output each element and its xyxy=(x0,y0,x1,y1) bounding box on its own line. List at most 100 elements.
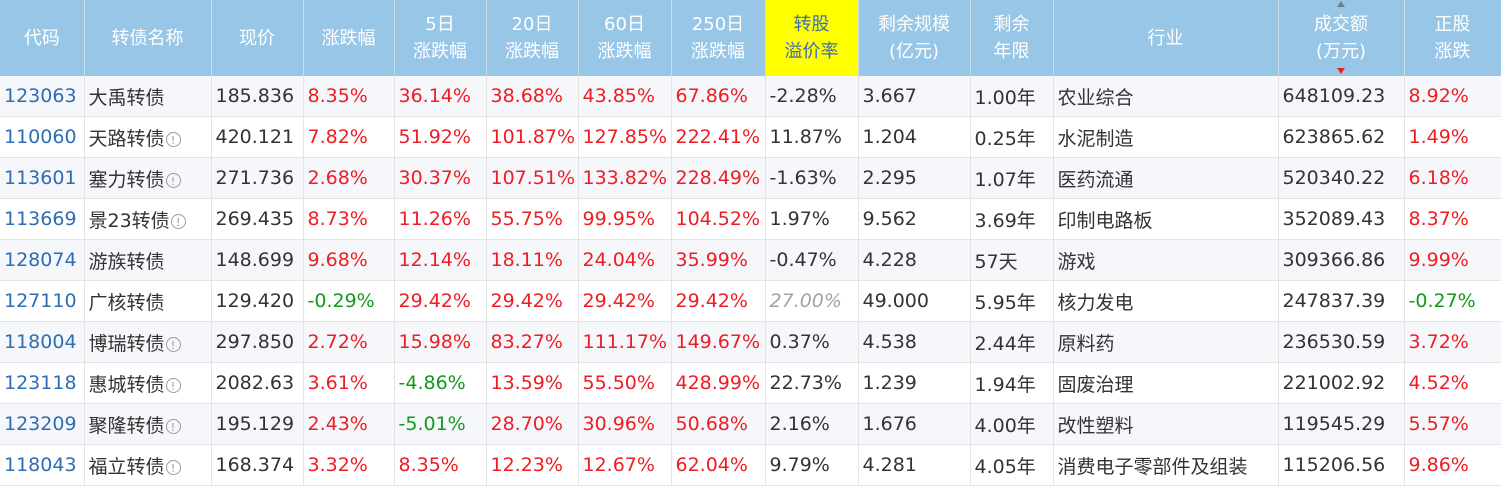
cell-remaining-scale: 2.295 xyxy=(858,157,971,199)
cell-change: 7.82% xyxy=(303,116,395,158)
cell-conversion-premium-text: 22.73% xyxy=(769,372,842,394)
table-row[interactable]: 110060 天路转债! 420.121 7.82% 51.92% 101.87% 127.… xyxy=(0,116,1501,158)
cell-industry-text: 游戏 xyxy=(1057,250,1096,273)
col-header-250d-change[interactable]: 250日 涨跌幅 xyxy=(671,0,766,76)
cell-code-text: 113669 xyxy=(4,208,77,230)
table-row[interactable]: 128074 游族转债 148.699 9.68% 12.14% 18.11% 24.04%… xyxy=(0,239,1501,281)
table-row[interactable]: 123118 惠城转债! 2082.63 3.61% -4.86% 13.59% 55.50… xyxy=(0,362,1501,404)
cell-code[interactable]: 128074 xyxy=(0,239,85,281)
cell-code[interactable]: 118043 xyxy=(0,444,85,486)
cell-code[interactable]: 113669 xyxy=(0,198,85,240)
cell-stock-change-text: 8.37% xyxy=(1408,208,1469,230)
table-row[interactable]: 123063 大禹转债 185.836 8.35% 36.14% 38.68% 43.85%… xyxy=(0,76,1501,117)
cell-code[interactable]: 123118 xyxy=(0,362,85,404)
col-header-conversion-premium[interactable]: 转股 溢价率 xyxy=(765,0,859,76)
cell-turnover: 247837.39 xyxy=(1278,280,1405,322)
cell-5d-change: 15.98% xyxy=(394,321,487,363)
cell-code-text: 113601 xyxy=(4,167,77,189)
cell-remaining-scale: 9.562 xyxy=(858,198,971,240)
cell-5d-change: 29.42% xyxy=(394,280,487,322)
col-header-name[interactable]: 转债名称 xyxy=(84,0,212,76)
cell-conversion-premium-text: 27.00% xyxy=(769,290,842,312)
table-row[interactable]: 118043 福立转债! 168.374 3.32% 8.35% 12.23% 12.67%… xyxy=(0,444,1501,486)
cell-turnover: 221002.92 xyxy=(1278,362,1405,404)
cell-turnover-text: 119545.29 xyxy=(1282,413,1386,435)
cell-conversion-premium: -0.47% xyxy=(765,239,859,281)
cell-remaining-scale-text: 49.000 xyxy=(862,290,929,312)
info-icon[interactable]: ! xyxy=(165,172,181,188)
col-header-turnover[interactable]: 成交额 (万元) xyxy=(1278,0,1405,76)
cell-price-text: 420.121 xyxy=(215,126,295,148)
table-row[interactable]: 113669 景23转债! 269.435 8.73% 11.26% 55.75% 99.9… xyxy=(0,198,1501,240)
cell-bond-name[interactable]: 塞力转债! xyxy=(84,157,212,199)
cell-code[interactable]: 123209 xyxy=(0,403,85,445)
sort-ascending-icon[interactable] xyxy=(1337,1,1345,7)
cell-turnover: 119545.29 xyxy=(1278,403,1405,445)
cell-turnover-text: 115206.56 xyxy=(1282,454,1386,476)
col-header-20d-change[interactable]: 20日 涨跌幅 xyxy=(486,0,579,76)
cell-20d-change: 18.11% xyxy=(486,239,579,281)
info-icon[interactable]: ! xyxy=(170,213,186,229)
cell-industry-text: 农业综合 xyxy=(1057,86,1134,109)
cell-code[interactable]: 113601 xyxy=(0,157,85,199)
cell-5d-change: -4.86% xyxy=(394,362,487,404)
cell-code[interactable]: 110060 xyxy=(0,116,85,158)
cell-price: 148.699 xyxy=(211,239,304,281)
col-header-5d-change[interactable]: 5日 涨跌幅 xyxy=(394,0,487,76)
cell-bond-name-text: 天路转债 xyxy=(88,127,165,150)
sort-descending-icon[interactable] xyxy=(1337,68,1345,74)
col-header-industry[interactable]: 行业 xyxy=(1053,0,1279,76)
info-icon[interactable]: ! xyxy=(165,131,181,147)
cell-conversion-premium-text: 11.87% xyxy=(769,126,842,148)
col-header-change[interactable]: 涨跌幅 xyxy=(303,0,395,76)
cell-bond-name[interactable]: 广核转债 xyxy=(84,280,212,322)
table-row[interactable]: 113601 塞力转债! 271.736 2.68% 30.37% 107.51% 133.… xyxy=(0,157,1501,199)
col-header-60d-change[interactable]: 60日 涨跌幅 xyxy=(578,0,672,76)
cell-5d-change-text: 29.42% xyxy=(398,290,471,312)
cell-conversion-premium: -1.63% xyxy=(765,157,859,199)
info-icon[interactable]: ! xyxy=(165,336,181,352)
cell-bond-name[interactable]: 大禹转债 xyxy=(84,76,212,117)
cell-bond-name[interactable]: 天路转债! xyxy=(84,116,212,158)
info-icon[interactable]: ! xyxy=(165,418,181,434)
info-icon[interactable]: ! xyxy=(165,377,181,393)
cell-20d-change-text: 107.51% xyxy=(490,167,576,189)
col-header-code[interactable]: 代码 xyxy=(0,0,85,76)
col-header-remaining-years[interactable]: 剩余 年限 xyxy=(970,0,1054,76)
cell-code-text: 123118 xyxy=(4,372,77,394)
cell-5d-change: 36.14% xyxy=(394,76,487,117)
cell-code-text: 110060 xyxy=(4,126,77,148)
col-header-price[interactable]: 现价 xyxy=(211,0,304,76)
cell-conversion-premium-text: 1.97% xyxy=(769,208,830,230)
table-row[interactable]: 118004 博瑞转债! 297.850 2.72% 15.98% 83.27% 111.1… xyxy=(0,321,1501,363)
cell-price-text: 168.374 xyxy=(215,454,295,476)
col-header-remaining-scale[interactable]: 剩余规模 (亿元) xyxy=(858,0,971,76)
cell-change-text: -0.29% xyxy=(307,290,375,312)
cell-60d-change: 99.95% xyxy=(578,198,672,240)
cell-code[interactable]: 118004 xyxy=(0,321,85,363)
cell-20d-change: 12.23% xyxy=(486,444,579,486)
cell-bond-name[interactable]: 景23转债! xyxy=(84,198,212,240)
cell-250d-change-text: 149.67% xyxy=(675,331,761,353)
cell-bond-name[interactable]: 聚隆转债! xyxy=(84,403,212,445)
cell-20d-change-text: 83.27% xyxy=(490,331,563,353)
cell-conversion-premium: 22.73% xyxy=(765,362,859,404)
cell-bond-name[interactable]: 福立转债! xyxy=(84,444,212,486)
cell-250d-change-text: 35.99% xyxy=(675,249,748,271)
table-row[interactable]: 127110 广核转债 129.420 -0.29% 29.42% 29.42% 29.42… xyxy=(0,280,1501,322)
cell-bond-name[interactable]: 博瑞转债! xyxy=(84,321,212,363)
cell-remaining-years: 1.00年 xyxy=(970,76,1054,117)
cell-code[interactable]: 127110 xyxy=(0,280,85,322)
cell-change-text: 2.43% xyxy=(307,413,368,435)
cell-code[interactable]: 123063 xyxy=(0,76,85,117)
cell-remaining-scale: 1.204 xyxy=(858,116,971,158)
table-row[interactable]: 123209 聚隆转债! 195.129 2.43% -5.01% 28.70% 30.96… xyxy=(0,403,1501,445)
cell-bond-name[interactable]: 惠城转债! xyxy=(84,362,212,404)
cell-bond-name[interactable]: 游族转债 xyxy=(84,239,212,281)
cell-250d-change: 149.67% xyxy=(671,321,766,363)
col-header-stock-change[interactable]: 正股 涨跌 xyxy=(1404,0,1501,76)
cell-change: 2.43% xyxy=(303,403,395,445)
cell-conversion-premium: 27.00% xyxy=(765,280,859,322)
info-icon[interactable]: ! xyxy=(165,459,181,475)
cell-250d-change: 29.42% xyxy=(671,280,766,322)
